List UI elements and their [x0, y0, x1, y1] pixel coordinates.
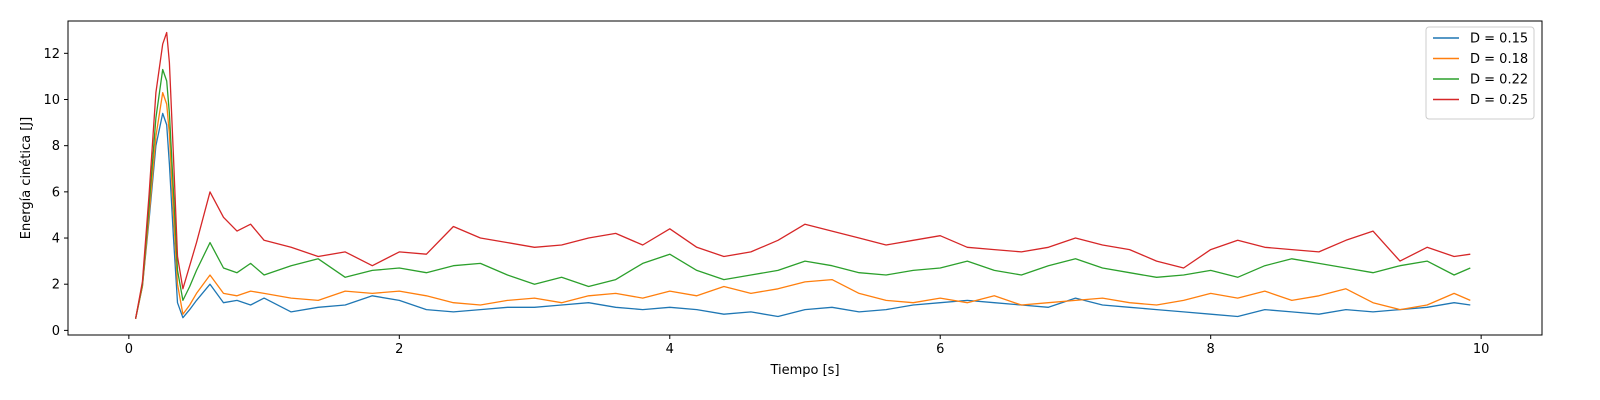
y-tick-label: 12	[43, 47, 60, 62]
series-line-1	[134, 91, 1471, 319]
x-tick-label: 0	[125, 342, 133, 357]
y-tick-label: 4	[52, 232, 60, 247]
y-tick-label: 8	[52, 139, 60, 154]
legend-label: D = 0.25	[1470, 93, 1528, 108]
x-tick-label: 6	[936, 342, 944, 357]
x-tick-label: 8	[1207, 342, 1215, 357]
series-line-0	[134, 112, 1471, 319]
legend-label: D = 0.15	[1470, 32, 1528, 47]
x-tick-label: 10	[1473, 342, 1490, 357]
legend-label: D = 0.18	[1470, 52, 1528, 67]
x-axis-label: Tiempo [s]	[769, 363, 839, 378]
plot-frame	[67, 20, 1543, 336]
legend-label: D = 0.22	[1470, 73, 1528, 88]
y-tick-label: 2	[52, 278, 60, 293]
y-axis-label: Energía cinética [J]	[19, 117, 34, 239]
ticks-layer: 0 2 4 6 8 10 0 2 4 6 8 10 12	[43, 47, 1489, 357]
y-tick-label: 0	[52, 324, 60, 339]
y-tick-label: 10	[43, 93, 60, 108]
legend: D = 0.15 D = 0.18 D = 0.22 D = 0.25	[1425, 26, 1535, 120]
legend-frame	[1425, 26, 1535, 120]
x-tick-label: 4	[666, 342, 674, 357]
x-tick-label: 2	[395, 342, 403, 357]
series-line-3	[134, 31, 1471, 319]
y-tick-label: 6	[52, 185, 60, 200]
series-layer	[134, 31, 1471, 319]
series-line-2	[134, 68, 1471, 319]
